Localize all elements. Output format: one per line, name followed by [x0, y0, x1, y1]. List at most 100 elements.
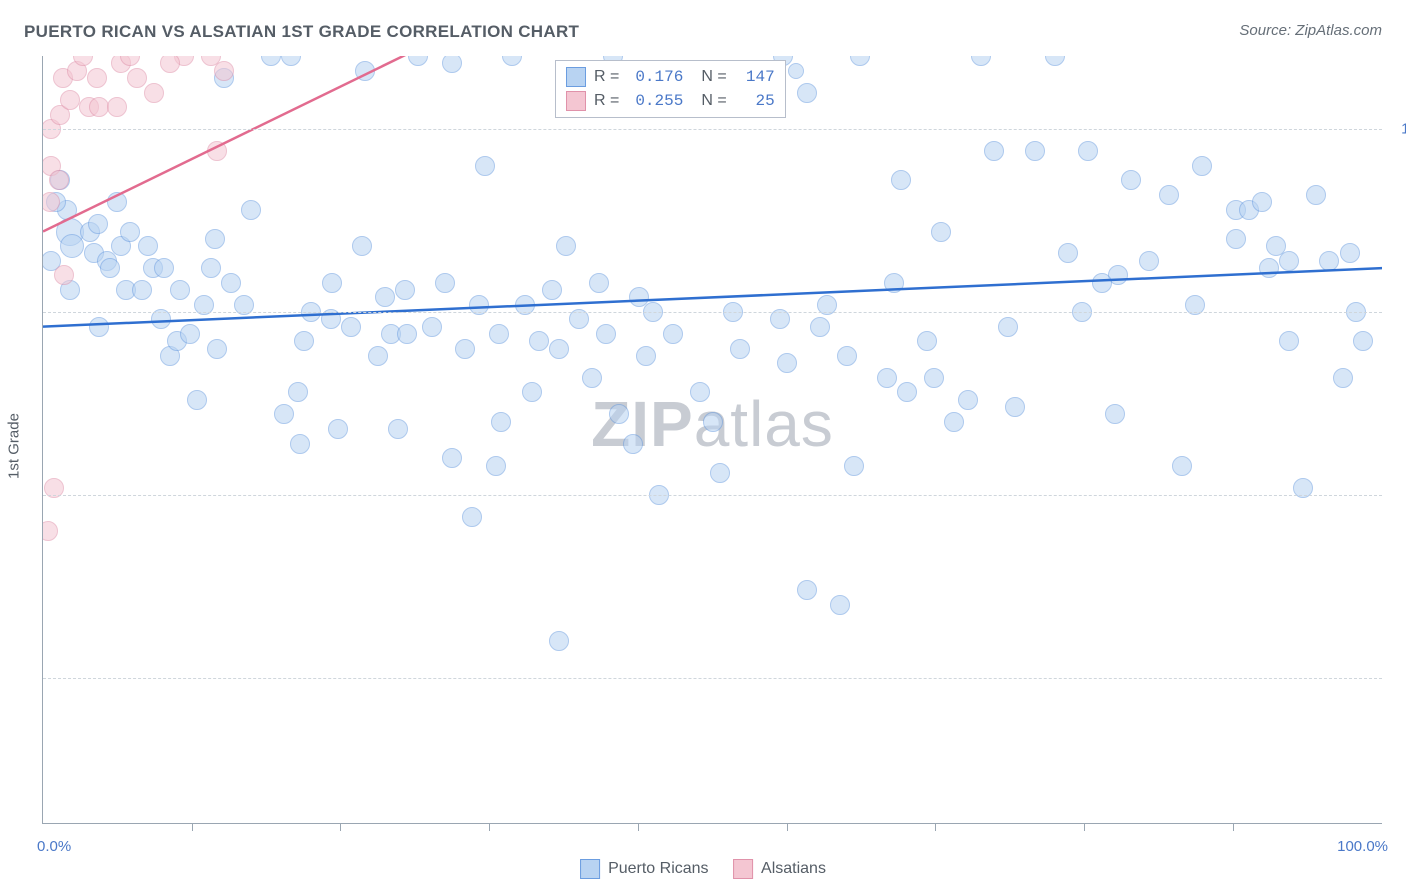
- scatter-point: [294, 331, 314, 351]
- trend-lines: [43, 56, 1382, 823]
- scatter-point: [690, 382, 710, 402]
- x-minor-tick: [1084, 823, 1085, 831]
- legend-label-series2: Alsatians: [761, 860, 826, 878]
- scatter-point: [623, 434, 643, 454]
- scatter-point: [1259, 258, 1279, 278]
- scatter-point: [355, 61, 375, 81]
- scatter-point: [60, 90, 80, 110]
- scatter-point: [1306, 185, 1326, 205]
- x-minor-tick: [340, 823, 341, 831]
- scatter-point: [917, 331, 937, 351]
- scatter-point: [60, 234, 84, 258]
- scatter-point: [797, 83, 817, 103]
- scatter-point: [274, 404, 294, 424]
- scatter-point: [322, 273, 342, 293]
- scatter-point: [1252, 192, 1272, 212]
- chart-title: PUERTO RICAN VS ALSATIAN 1ST GRADE CORRE…: [24, 22, 579, 42]
- scatter-point: [844, 456, 864, 476]
- scatter-point: [810, 317, 830, 337]
- scatter-point: [924, 368, 944, 388]
- stats-n-label: N =: [701, 65, 726, 89]
- x-axis-min-label: 0.0%: [37, 838, 71, 855]
- scatter-point: [884, 273, 904, 293]
- x-minor-tick: [489, 823, 490, 831]
- scatter-point: [850, 56, 870, 66]
- stats-legend-row: R =0.176N =147: [566, 65, 775, 89]
- source-attribution: Source: ZipAtlas.com: [1239, 22, 1382, 39]
- scatter-point: [984, 141, 1004, 161]
- scatter-point: [54, 265, 74, 285]
- x-minor-tick: [1233, 823, 1234, 831]
- y-tick-label: 100.0%: [1401, 121, 1406, 138]
- scatter-point: [87, 68, 107, 88]
- scatter-point: [971, 56, 991, 66]
- scatter-point: [207, 339, 227, 359]
- plot-clip: ZIPatlas: [43, 56, 1382, 823]
- x-minor-tick: [638, 823, 639, 831]
- scatter-point: [1172, 456, 1192, 476]
- scatter-point: [1139, 251, 1159, 271]
- scatter-point: [522, 382, 542, 402]
- scatter-point: [596, 324, 616, 344]
- scatter-point: [549, 631, 569, 651]
- scatter-point: [582, 368, 602, 388]
- scatter-point: [998, 317, 1018, 337]
- gridline-h: [43, 129, 1382, 130]
- scatter-point: [609, 404, 629, 424]
- scatter-point: [88, 214, 108, 234]
- scatter-point: [589, 273, 609, 293]
- scatter-point: [187, 390, 207, 410]
- scatter-point: [944, 412, 964, 432]
- scatter-point: [1353, 331, 1373, 351]
- scatter-point: [1121, 170, 1141, 190]
- scatter-point: [281, 56, 301, 66]
- stats-n-label: N =: [701, 89, 726, 113]
- scatter-point: [830, 595, 850, 615]
- scatter-point: [455, 339, 475, 359]
- stats-n-value: 147: [735, 65, 775, 89]
- stats-n-value: 25: [735, 89, 775, 113]
- scatter-point: [368, 346, 388, 366]
- scatter-point: [1005, 397, 1025, 417]
- scatter-point: [491, 412, 511, 432]
- scatter-point: [49, 170, 69, 190]
- scatter-point: [556, 236, 576, 256]
- scatter-point: [475, 156, 495, 176]
- gridline-h: [43, 495, 1382, 496]
- scatter-point: [442, 56, 462, 73]
- legend-swatch-series1: [580, 859, 600, 879]
- scatter-point: [1058, 243, 1078, 263]
- scatter-point: [703, 412, 723, 432]
- gridline-h: [43, 312, 1382, 313]
- scatter-point: [462, 507, 482, 527]
- scatter-point: [328, 419, 348, 439]
- scatter-point: [529, 331, 549, 351]
- scatter-point: [408, 56, 428, 66]
- y-axis-label: 1st Grade: [6, 413, 23, 479]
- scatter-point: [1105, 404, 1125, 424]
- scatter-point: [797, 580, 817, 600]
- scatter-point: [132, 280, 152, 300]
- scatter-point: [489, 324, 509, 344]
- scatter-point: [502, 56, 522, 66]
- scatter-point: [170, 280, 190, 300]
- scatter-point: [395, 280, 415, 300]
- scatter-point: [549, 339, 569, 359]
- scatter-point: [100, 258, 120, 278]
- series-legend: Puerto Ricans Alsatians: [570, 859, 836, 884]
- scatter-point: [442, 448, 462, 468]
- scatter-point: [777, 353, 797, 373]
- scatter-point: [138, 236, 158, 256]
- legend-label-series1: Puerto Ricans: [608, 860, 709, 878]
- scatter-point: [435, 273, 455, 293]
- stats-r-label: R =: [594, 89, 619, 113]
- scatter-point: [1078, 141, 1098, 161]
- scatter-point: [89, 317, 109, 337]
- scatter-point: [422, 317, 442, 337]
- scatter-point: [207, 141, 227, 161]
- scatter-point: [629, 287, 649, 307]
- scatter-point: [205, 229, 225, 249]
- stats-r-value: 0.255: [627, 89, 683, 113]
- scatter-point: [43, 521, 58, 541]
- scatter-point: [261, 56, 281, 66]
